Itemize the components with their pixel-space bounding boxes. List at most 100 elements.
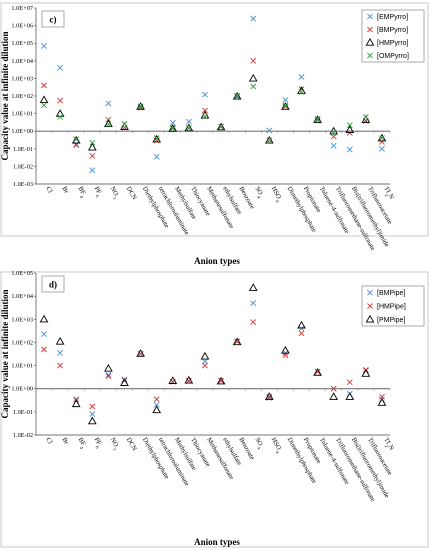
data-point xyxy=(314,368,321,375)
data-point xyxy=(266,137,273,144)
data-point xyxy=(250,300,257,307)
legend-entry: [BMPipe] xyxy=(367,289,405,297)
x-tick-label: PF6 xyxy=(91,186,104,199)
data-point xyxy=(329,392,339,400)
data-point xyxy=(185,125,192,132)
data-point xyxy=(89,152,96,159)
data-point xyxy=(105,373,112,380)
data-point xyxy=(202,91,208,98)
y-tick-label: 1.0E+03 xyxy=(11,75,33,82)
data-point xyxy=(168,124,178,132)
data-point xyxy=(216,376,226,385)
data-point xyxy=(89,167,96,174)
x-tick-label: Cl xyxy=(44,186,53,195)
panel-label: c) xyxy=(41,10,65,28)
x-tick-label: NO3 xyxy=(107,186,121,201)
y-tick-label: 1.0E+02 xyxy=(11,93,33,100)
data-point xyxy=(281,102,290,110)
data-point xyxy=(57,64,64,71)
data-point xyxy=(330,142,337,149)
panel-frame xyxy=(0,271,429,548)
legend-label: [EMPyrro] xyxy=(377,14,408,21)
data-point xyxy=(218,123,224,130)
data-point xyxy=(282,103,289,110)
data-point xyxy=(169,124,176,131)
data-point xyxy=(330,385,337,392)
data-point xyxy=(71,399,81,408)
panel-label-box xyxy=(41,10,65,28)
data-point xyxy=(105,371,112,378)
data-point xyxy=(282,102,289,109)
y-tick-label: 1.0E+01 xyxy=(11,111,33,118)
data-point xyxy=(89,139,96,146)
y-tick-label: 1.0E+00 xyxy=(11,386,33,393)
data-point xyxy=(250,15,257,22)
data-point xyxy=(250,83,257,90)
legend-label: [OMPyrro] xyxy=(377,53,409,60)
x-tick-label: BF4 xyxy=(75,437,88,451)
y-tick-label: 1.0E-01 xyxy=(13,409,33,416)
data-point xyxy=(379,135,385,142)
y-tick-label: 1.0E+05 xyxy=(11,40,33,47)
data-point xyxy=(169,125,176,132)
legend-label: [PMPipe] xyxy=(377,317,405,324)
data-point xyxy=(71,135,81,144)
data-point xyxy=(105,100,112,107)
legend-marker xyxy=(367,13,373,20)
data-point xyxy=(137,103,144,110)
data-point xyxy=(248,73,258,82)
chart-panel-c: 1.0E-03 1.0E-02 1.0E-01 1.0E+00 1.0E+01 1.0E+… xyxy=(0,2,429,266)
data-point xyxy=(41,331,47,337)
data-point xyxy=(57,362,64,369)
data-point xyxy=(185,118,192,125)
legend-entry: [OMPyrro] xyxy=(367,52,409,60)
legend: [BMPipe] [HMPipe] [PMPipe] xyxy=(361,285,425,327)
data-point xyxy=(264,392,274,400)
x-axis-title: Anion types xyxy=(194,537,240,547)
legend-entry: [PMPipe] xyxy=(365,314,405,324)
data-point xyxy=(298,89,305,95)
data-point xyxy=(120,378,129,386)
data-point xyxy=(248,283,258,291)
data-point xyxy=(73,141,80,148)
data-point xyxy=(121,120,128,127)
series-ompyrro xyxy=(41,83,385,146)
data-point xyxy=(314,115,321,122)
data-point xyxy=(200,351,210,360)
x-tick-label: Tf2N xyxy=(381,186,395,202)
data-point xyxy=(89,411,96,418)
data-point xyxy=(234,338,241,345)
data-point xyxy=(234,93,241,99)
data-point xyxy=(330,129,337,136)
data-point xyxy=(232,337,242,346)
data-point xyxy=(104,363,113,372)
x-tick-label: Br xyxy=(60,186,70,196)
data-point xyxy=(377,133,387,142)
data-point xyxy=(266,127,273,134)
y-axis-title: Capacity value at infinite dilution xyxy=(0,31,10,160)
data-point xyxy=(218,377,224,384)
x-tick-label: Toluene-4-sulfonate xyxy=(318,186,351,235)
data-point xyxy=(105,121,112,128)
data-point xyxy=(41,346,47,353)
legend-entry: [HMPyrro] xyxy=(365,37,409,47)
data-point xyxy=(298,330,305,337)
data-point xyxy=(57,350,64,356)
data-point xyxy=(87,416,97,425)
data-point xyxy=(202,107,208,114)
y-tick-label: 1.0E-01 xyxy=(13,146,33,153)
data-point xyxy=(136,349,145,357)
y-tick-label: 1.0E+00 xyxy=(11,128,33,135)
legend-label: [BMPipe] xyxy=(377,290,405,297)
data-point xyxy=(346,379,353,386)
data-point xyxy=(216,122,226,131)
data-point xyxy=(39,95,49,104)
data-point xyxy=(55,336,65,345)
data-point xyxy=(313,368,322,376)
legend-label: [HMPyrro] xyxy=(377,40,409,47)
data-point xyxy=(169,119,176,126)
data-point xyxy=(73,396,80,403)
x-tick-label: PF6 xyxy=(91,437,104,450)
legend-marker xyxy=(367,289,373,296)
y-tick-label: 1.0E+05 xyxy=(11,270,33,277)
